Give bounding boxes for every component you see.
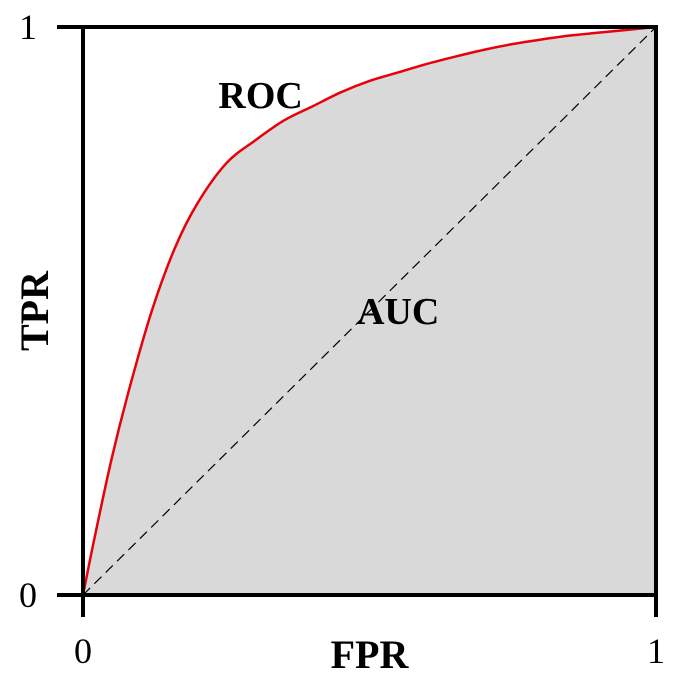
x-axis-label: FPR [331, 632, 410, 677]
chance-diagonal-line [82, 26, 657, 596]
x-tick-label-0: 0 [74, 631, 92, 671]
y-tick-label-0: 0 [19, 575, 37, 615]
plot-frame [81, 25, 658, 597]
y-axis-label: TPR [12, 270, 57, 351]
y-tick-label-1: 1 [19, 7, 37, 47]
auc-annotation: AUC [357, 291, 439, 333]
x-tick-label-1: 1 [647, 631, 665, 671]
roc-curve-line [81, 25, 657, 596]
roc-annotation: ROC [218, 75, 302, 117]
